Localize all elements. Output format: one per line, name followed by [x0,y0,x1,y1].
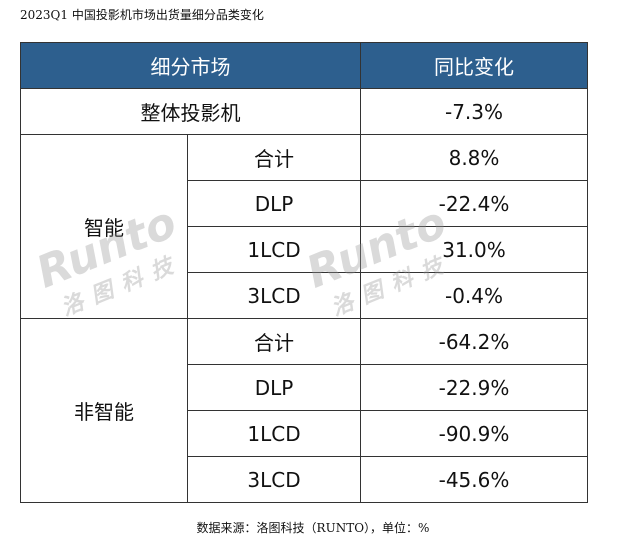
source: 数据来源：洛图科技（RUNTO），单位：% [196,521,430,535]
header-cell: 同比变化 [360,42,588,89]
sub-label: 3LCD [187,272,361,319]
group-row: 3LCD -0.4% [21,272,588,319]
sub-label: 1LCD [187,226,361,273]
sub-value: -22.9% [360,364,588,411]
sub-value: 8.8% [360,134,588,181]
sub-value: -0.4% [360,272,588,319]
sub-label: DLP [187,180,361,227]
sub-label: 合计 [187,134,361,181]
group-row: 智能 合计 8.8% [20,134,588,319]
header-cell: 细分市场 [20,42,361,89]
sub-value: 31.0% [360,226,588,273]
group-label: 智能 [20,134,188,319]
sub-label: 3LCD [187,456,361,503]
sub-value: -22.4% [360,180,588,227]
sub-label: 合计 [187,318,361,365]
sub-value: -90.9% [360,410,588,457]
sub-label: DLP [187,364,361,411]
total-value: -7.3% [360,88,588,135]
group-row: DLP -22.4% [21,180,588,227]
sub-label: 1LCD [187,410,361,457]
sub-value: -64.2% [360,318,588,365]
title: 2023Q1 中国投影机市场出货量细分品类变化 [20,8,264,22]
total-label: 整体投影机 [20,88,361,135]
group-row: 1LCD -90.9% [21,410,588,457]
group-label: 非智能 [20,318,188,503]
group-row: 3LCD -45.6% [21,456,588,503]
sub-value: -45.6% [360,456,588,503]
group-row: 非智能 合计 -64.2% [20,318,588,503]
table: 细分市场 同比变化 整体投影机 -7.3% 智能 合计 8.8% DLP -22.4% 1… [20,42,588,503]
header-row: 细分市场 同比变化 [20,42,588,89]
table-body: 细分市场 同比变化 整体投影机 -7.3% 智能 合计 8.8% DLP -22.4% 1… [20,42,588,503]
total-row: 整体投影机 -7.3% [20,88,588,135]
